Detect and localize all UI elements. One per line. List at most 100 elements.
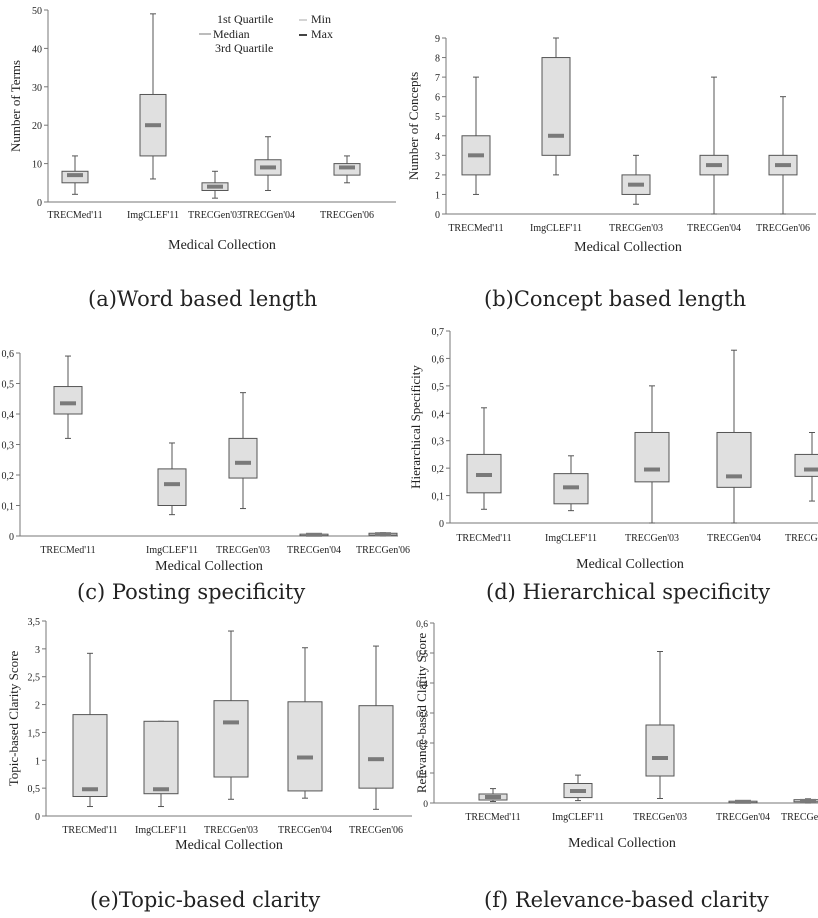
category-label: ImgCLEF'11 [135, 825, 187, 836]
category-label: TRECGen'04 [287, 545, 341, 556]
category-label: TRECGen'04 [241, 210, 295, 221]
y-tick-label: 0,6 [2, 349, 15, 360]
y-tick-label: 0,4 [432, 409, 445, 420]
y-tick-label: 3 [35, 645, 40, 656]
y-tick-label: 0,5 [28, 784, 41, 795]
y-tick-label: 40 [32, 44, 42, 55]
box [228, 437, 258, 479]
chart-d: 0 0,1 0,2 0,3 0,4 0,5 0,6 0,7 TRECMed'11 ImgCLEF'… [408, 327, 818, 572]
y-tick-label: 1 [35, 756, 40, 767]
y-tick-label: 0,4 [2, 410, 15, 421]
legend-max: Max [311, 27, 333, 41]
y-tick-label: 0,4 [416, 680, 428, 690]
y-tick-label: 0,7 [432, 327, 445, 338]
y-tick-label: 8 [435, 54, 440, 65]
box [716, 431, 752, 488]
category-label: TRECGen'06 [781, 812, 818, 823]
caption-c: (c) Posting specificity [77, 580, 306, 604]
box [461, 135, 491, 176]
y-tick-label: 0,3 [2, 441, 15, 452]
y-tick-label: 1,5 [28, 728, 41, 739]
category-label: TRECGen'06 [756, 223, 810, 234]
x-axis-title: Medical Collection [568, 836, 676, 851]
y-tick-label: 0,2 [2, 471, 15, 482]
category-label: TRECGen'06 [356, 545, 410, 556]
y-tick-label: 0,3 [416, 710, 428, 720]
y-tick-label: 0,1 [432, 492, 445, 503]
category-label: TRECGen'06 [349, 825, 403, 836]
chart-c: 0 0,1 0,2 0,3 0,4 0,5 0,6 TRECMed'11 ImgCLEF'11 T… [2, 349, 411, 574]
y-axis-title: Hierarchical Specificity [408, 365, 423, 489]
y-tick-label: 3 [435, 151, 440, 162]
chart-f: 0 0,1 0,2 0,3 0,4 0,5 0,6 TRECMed'11 ImgCLEF'11 T… [414, 620, 818, 851]
y-axis-title: Number of Concepts [406, 72, 421, 180]
y-tick-label: 0,1 [416, 770, 428, 780]
y-tick-label: 0,6 [432, 354, 445, 365]
caption-e: (e)Topic-based clarity [90, 888, 321, 912]
y-tick-label: 50 [32, 6, 42, 17]
category-label: TRECGen'03 [633, 812, 687, 823]
y-tick-label: 2 [35, 701, 40, 712]
y-axis-title: Topic-based Clarity Score [6, 651, 21, 787]
y-tick-label: 3,5 [28, 617, 41, 628]
legend-min: Min [311, 12, 331, 26]
category-label: TRECGen'04 [716, 812, 770, 823]
category-label: TRECMed'11 [47, 210, 102, 221]
y-tick-label: 1 [435, 190, 440, 201]
category-label: TRECGen'03 [609, 223, 663, 234]
y-tick-label: 0 [9, 532, 14, 543]
box [358, 705, 394, 789]
x-axis-title: Medical Collection [576, 557, 684, 572]
y-tick-label: 0 [423, 800, 428, 810]
y-tick-label: 0 [35, 812, 40, 823]
category-label: TRECMed'11 [448, 223, 503, 234]
legend-median: Median [213, 27, 250, 41]
category-label: ImgCLEF'11 [552, 812, 604, 823]
chart-a: 0 10 20 30 40 50 TRECMed'11 ImgCLEF'11 TRECGen'0… [8, 6, 396, 253]
box [634, 431, 670, 483]
y-tick-label: 4 [435, 132, 440, 143]
y-tick-label: 7 [435, 73, 440, 84]
box [645, 724, 675, 777]
box [143, 720, 179, 795]
category-label: ImgCLEF'11 [127, 210, 179, 221]
y-tick-label: 10 [32, 160, 42, 171]
y-tick-label: 5 [435, 112, 440, 123]
y-tick-label: 0,2 [432, 464, 445, 475]
y-tick-label: 0,5 [2, 380, 15, 391]
y-tick-label: 2 [435, 171, 440, 182]
chart-e: 0 0,5 1 1,5 2 2,5 3 3,5 TRECMed'11 ImgCLEF'11 TREC… [6, 617, 412, 853]
category-label: TRECMed'11 [62, 825, 117, 836]
y-tick-label: 6 [435, 93, 440, 104]
y-tick-label: 0 [37, 198, 42, 209]
legend-q3: 3rd Quartile [215, 41, 273, 55]
y-tick-label: 0,1 [2, 502, 15, 513]
x-axis-title: Medical Collection [175, 838, 283, 853]
y-tick-label: 0,2 [416, 740, 428, 750]
y-tick-label: 9 [435, 34, 440, 45]
box [53, 386, 83, 415]
category-label: TRECGen'06 [785, 533, 818, 544]
box [72, 714, 108, 797]
x-axis-title: Medical Collection [155, 559, 263, 574]
chart-b: 0 1 2 3 4 5 6 7 8 9 TRECMed'11 ImgCLEF'11 TRECGen'03… [406, 34, 816, 255]
y-tick-label: 20 [32, 121, 42, 132]
y-tick-label: 0,6 [416, 620, 428, 630]
category-label: TRECGen'03 [216, 545, 270, 556]
legend-q1: 1st Quartile [217, 12, 273, 26]
box [213, 700, 249, 778]
x-axis-title: Medical Collection [574, 240, 682, 255]
category-label: TRECGen'03 [204, 825, 258, 836]
category-label: ImgCLEF'11 [530, 223, 582, 234]
caption-a: (a)Word based length [88, 287, 318, 311]
y-axis-title: Number of Terms [8, 60, 23, 152]
y-tick-label: 0 [439, 519, 444, 530]
caption-d: (d) Hierarchical specificity [486, 580, 771, 604]
box [157, 468, 187, 506]
y-tick-label: 30 [32, 83, 42, 94]
box [541, 57, 571, 156]
y-tick-label: 0 [435, 210, 440, 221]
category-label: TRECGen'04 [707, 533, 761, 544]
y-tick-label: 0,3 [432, 437, 445, 448]
caption-b: (b)Concept based length [484, 287, 747, 311]
